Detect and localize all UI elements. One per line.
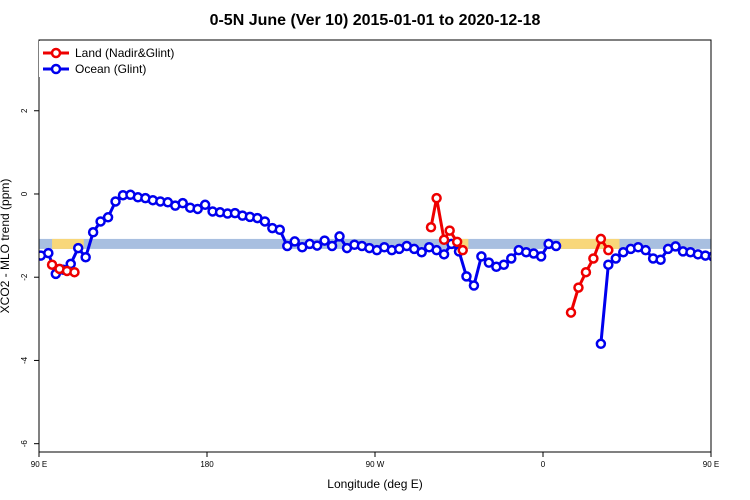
data-point <box>483 257 495 268</box>
data-point <box>72 242 84 254</box>
data-point <box>476 251 487 262</box>
series-ocean <box>39 189 750 350</box>
data-point <box>69 266 80 278</box>
data-point <box>550 240 562 252</box>
data-point <box>580 266 592 278</box>
data-point <box>80 251 91 263</box>
x-axis-label: Longitude (deg E) <box>327 477 422 491</box>
data-point <box>102 212 114 223</box>
y-tick-label: -2 <box>20 273 29 281</box>
data-point <box>311 240 323 251</box>
data-point <box>535 251 547 262</box>
data-point <box>720 265 728 273</box>
data-point <box>282 240 293 252</box>
land-band-2 <box>559 238 620 249</box>
data-point <box>95 216 106 227</box>
data-point <box>444 225 455 236</box>
legend-box <box>39 41 189 77</box>
data-point <box>716 270 724 278</box>
x-tick-label: 90 W <box>366 460 385 469</box>
data-point <box>451 236 463 248</box>
data-point <box>603 259 614 270</box>
data-point <box>199 199 211 211</box>
land-band-3 <box>718 239 750 249</box>
data-point <box>670 241 681 252</box>
data-point <box>610 253 622 264</box>
x-tick-label: 90 E <box>703 460 719 469</box>
x-axis: 90 E 180 90 W 0 90 E <box>31 452 719 469</box>
data-point <box>46 259 58 270</box>
data-point <box>498 259 510 270</box>
data-point <box>461 271 472 282</box>
data-point <box>431 192 442 204</box>
data-point <box>87 227 99 238</box>
data-point <box>595 338 607 350</box>
series-land <box>46 192 743 318</box>
y-tick-label: -4 <box>20 356 29 364</box>
data-point <box>595 233 607 245</box>
data-point <box>438 249 450 260</box>
data-point <box>416 246 427 258</box>
data-point <box>289 236 300 247</box>
data-point <box>731 260 739 268</box>
data-point <box>177 197 188 209</box>
data-point <box>573 282 584 293</box>
x-tick-label: 180 <box>200 460 214 469</box>
series-layer <box>39 189 750 350</box>
x-tick-label: 0 <box>541 460 546 469</box>
series-line <box>599 244 711 344</box>
data-point <box>431 244 442 256</box>
legend-land-marker <box>50 47 62 59</box>
y-axis: -6 -4 -2 0 2 <box>20 108 39 447</box>
data-point <box>565 307 577 318</box>
data-point <box>724 266 732 274</box>
data-point <box>739 244 747 252</box>
data-point <box>274 224 286 236</box>
land-band-0 <box>52 238 84 249</box>
data-point <box>746 253 750 261</box>
data-point <box>110 196 121 207</box>
x-tick-label: 90 E <box>31 460 47 469</box>
data-point <box>707 251 711 262</box>
legend: Land (Nadir&Glint) Ocean (Glint) <box>39 41 189 77</box>
data-point <box>713 261 721 269</box>
data-point <box>506 253 517 264</box>
data-point <box>192 203 203 215</box>
data-point <box>728 267 736 275</box>
data-point <box>457 244 468 256</box>
data-point <box>319 235 330 246</box>
chart-title: 0-5N June (Ver 10) 2015-01-01 to 2020-12… <box>210 12 541 29</box>
series-line <box>717 265 739 272</box>
y-axis-label: XCO2 - MLO trend (ppm) <box>0 179 12 314</box>
y-tick-label: 0 <box>20 191 29 196</box>
y-tick-label: -6 <box>20 440 29 448</box>
legend-land-label: Land (Nadir&Glint) <box>75 46 174 60</box>
y-tick-label: 2 <box>20 108 29 113</box>
data-point <box>259 216 271 227</box>
legend-ocean-marker <box>50 63 62 75</box>
data-point <box>438 234 450 246</box>
data-point <box>735 268 743 276</box>
data-point <box>425 222 437 233</box>
data-point <box>588 253 599 264</box>
ocean-band <box>39 238 711 249</box>
legend-ocean-label: Ocean (Glint) <box>75 62 146 76</box>
data-point <box>326 240 338 252</box>
data-point <box>603 244 614 256</box>
data-point <box>43 247 54 259</box>
data-point <box>640 244 651 256</box>
data-point <box>655 254 666 265</box>
data-point <box>468 280 480 291</box>
data-point <box>334 231 345 242</box>
